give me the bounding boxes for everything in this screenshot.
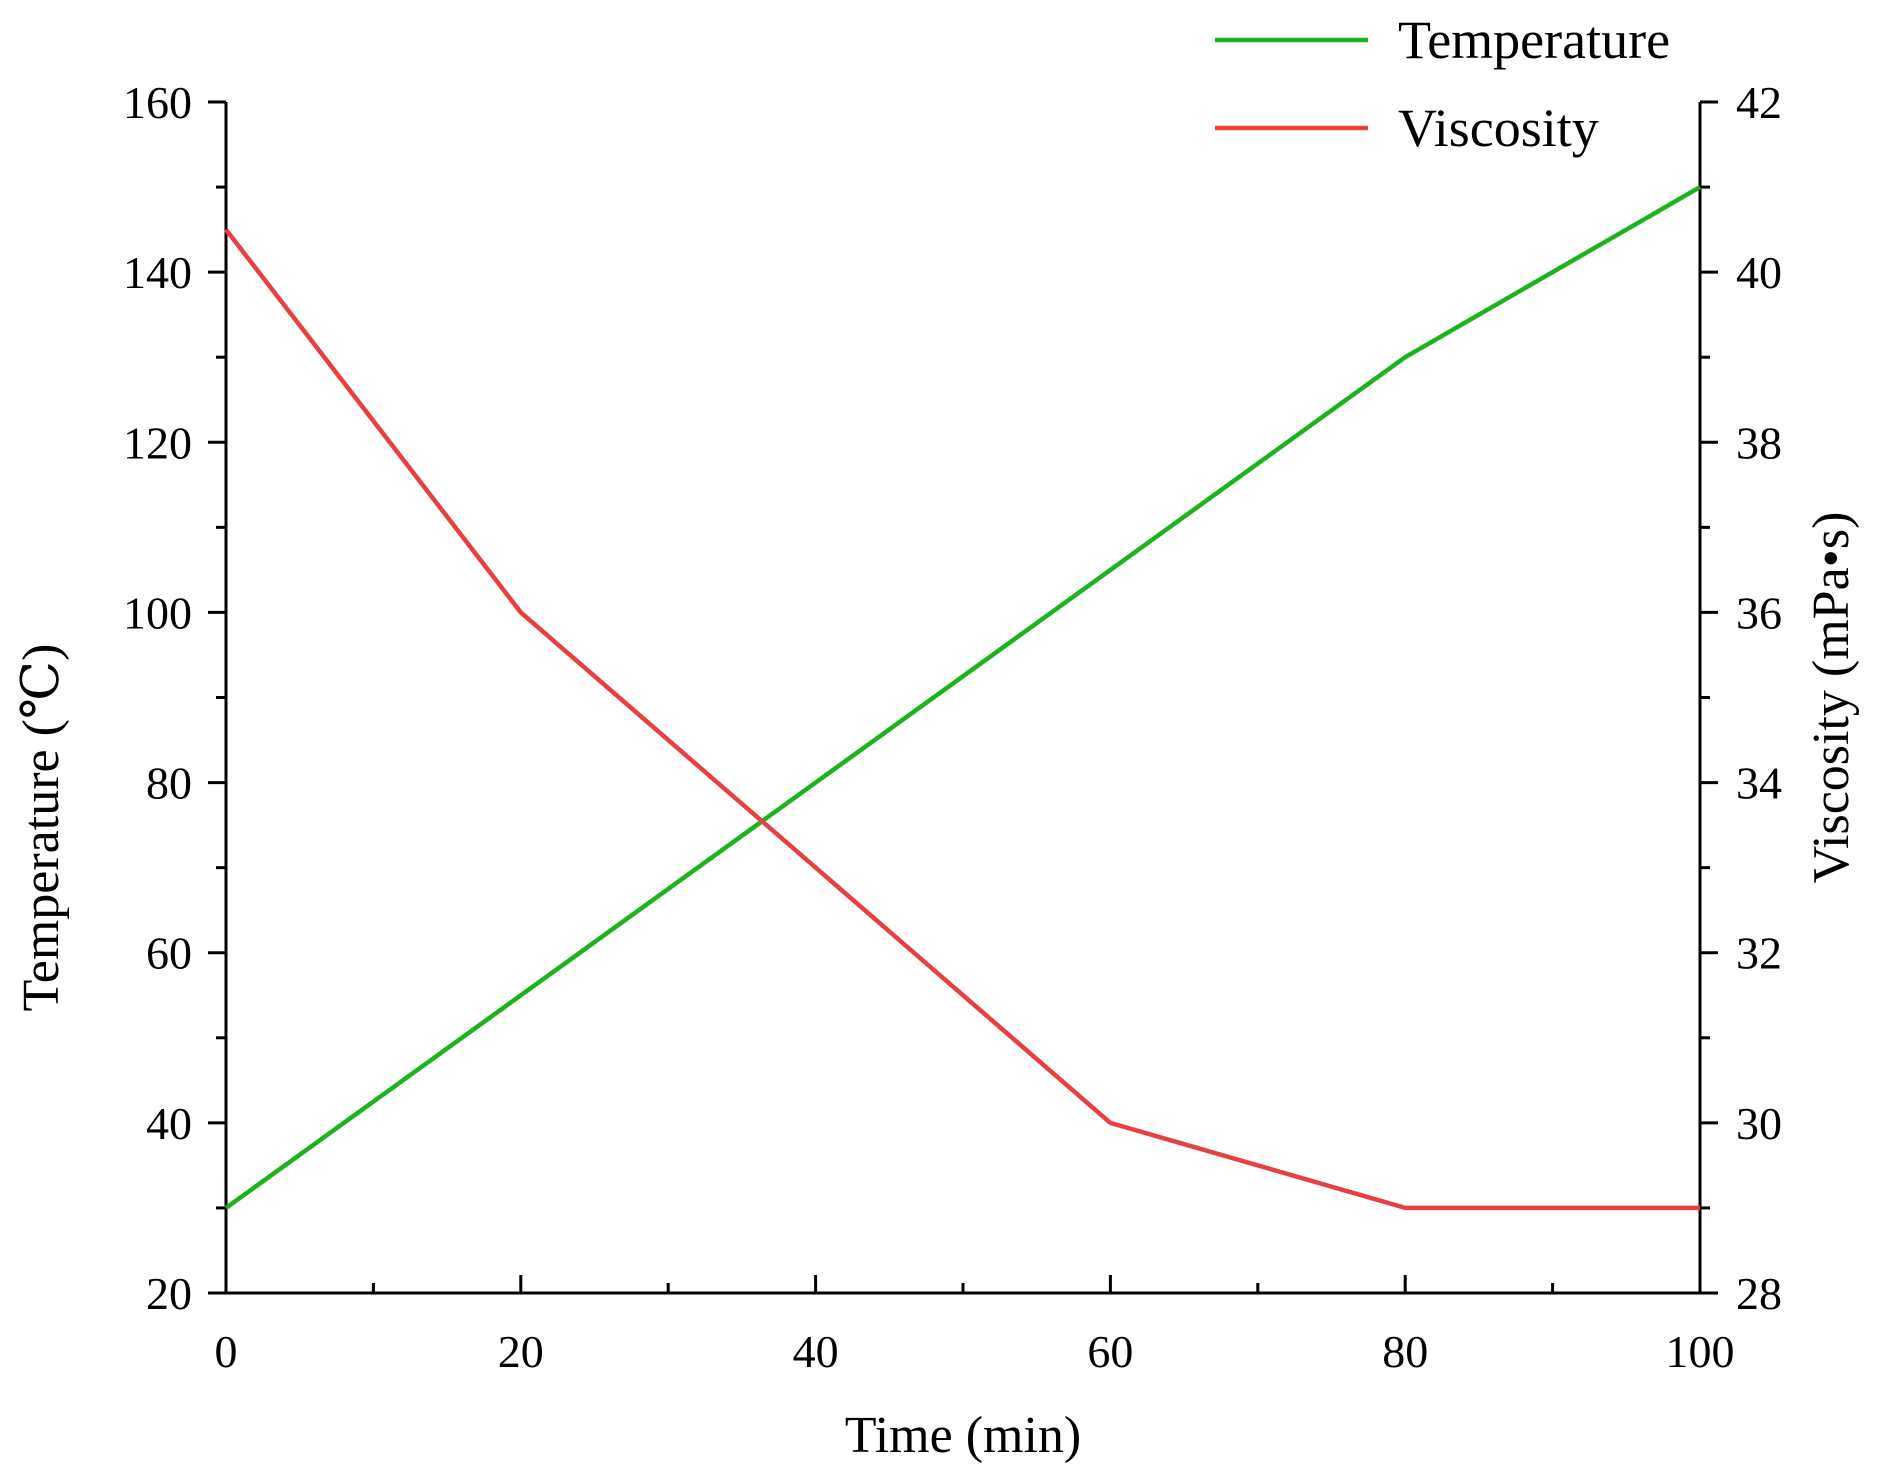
x-tick-label: 100: [1666, 1326, 1735, 1377]
series-lines: [224, 185, 1702, 1211]
series-line-temperature: [224, 185, 1702, 1210]
y-axis-right-title: Viscosity (mPa•s): [1803, 512, 1860, 884]
y-left-tick-label: 160: [123, 77, 192, 128]
y-right-tick-label: 34: [1736, 758, 1782, 809]
y-right-tick-label: 42: [1736, 77, 1782, 128]
x-tick-label: 40: [793, 1326, 839, 1377]
x-tick-label: 20: [498, 1326, 544, 1377]
series-line-viscosity: [224, 228, 1700, 1211]
y-right-tick-label: 36: [1736, 587, 1782, 638]
y-right-tick-label: 32: [1736, 928, 1782, 979]
y-left-tick-label: 60: [146, 928, 192, 979]
legend-label-viscosity: Viscosity: [1398, 98, 1599, 158]
legend: Temperature Viscosity: [1215, 10, 1670, 158]
y-left-tick-label: 100: [123, 587, 192, 638]
y-right-tick-label: 40: [1736, 247, 1782, 298]
y-right-tick-label: 30: [1736, 1098, 1782, 1149]
y-left-tick-label: 120: [123, 417, 192, 468]
y-left-tick-label: 80: [146, 758, 192, 809]
legend-label-temperature: Temperature: [1398, 10, 1670, 70]
axes: 0 20 40 60 80 100 20 40 60 80 100 120 140 160 28 30 32 34…: [123, 77, 1782, 1377]
x-tick-label: 80: [1382, 1326, 1428, 1377]
y-left-tick-label: 40: [146, 1098, 192, 1149]
x-tick-label: 60: [1087, 1326, 1133, 1377]
y-right-tick-label: 28: [1736, 1268, 1782, 1319]
x-tick-label: 0: [215, 1326, 238, 1377]
y-left-tick-label: 20: [146, 1268, 192, 1319]
y-axis-left-title: Temperature (℃): [13, 644, 70, 1012]
y-right-tick-label: 38: [1736, 417, 1782, 468]
x-axis-title: Time (min): [845, 1407, 1081, 1464]
y-left-tick-label: 140: [123, 247, 192, 298]
